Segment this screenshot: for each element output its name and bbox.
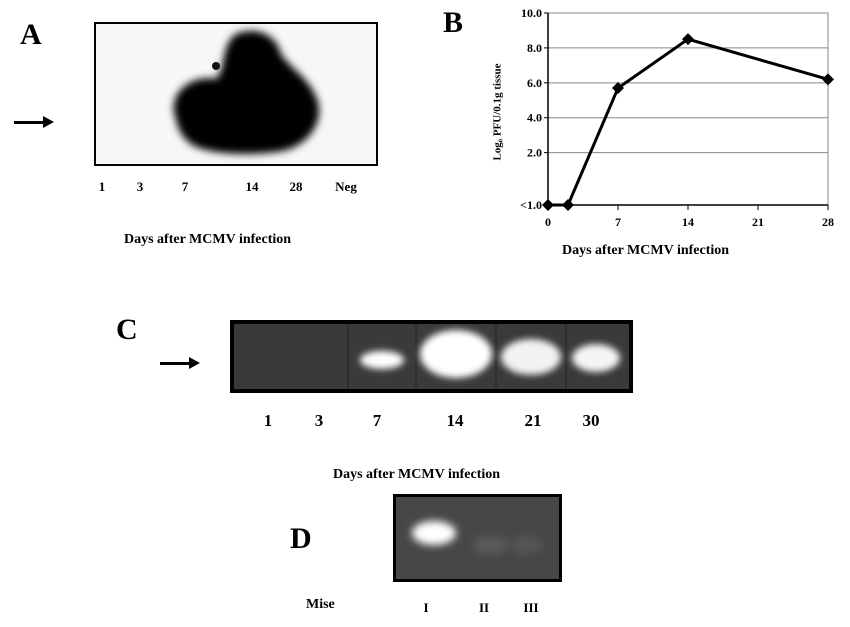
- panel-b-letter: B: [443, 6, 464, 39]
- panel-c-letter: C: [116, 313, 138, 346]
- panel-d-row-label: Mise: [306, 597, 335, 612]
- panel-a-arrow: [14, 116, 54, 128]
- panel-a-lane-label: 28: [289, 179, 303, 194]
- panel-d-gel-image: [393, 494, 562, 582]
- y-tick-label: 2.0: [527, 146, 542, 160]
- panel-c-x-axis-label: Days after MCMV infection: [333, 467, 501, 482]
- panel-a-blot-image: [94, 22, 378, 166]
- x-tick-label: 14: [682, 215, 694, 229]
- data-point-marker: [822, 73, 834, 86]
- y-tick-label: 6.0: [527, 76, 542, 90]
- data-point-marker: [612, 82, 624, 95]
- panel-a-letter: A: [20, 18, 42, 51]
- x-tick-label: 7: [615, 215, 621, 229]
- panel-c-lane-label: 21: [524, 411, 542, 430]
- panel-a-lane-label: 3: [136, 179, 144, 194]
- data-point-marker: [682, 33, 694, 46]
- panel-a-lane-label: 1: [98, 179, 106, 194]
- panel-a-lane-label: 7: [181, 179, 189, 194]
- panel-a-x-axis-label: Days after MCMV infection: [124, 232, 292, 247]
- panel-c-lane-label: 7: [372, 411, 382, 430]
- panel-a-lane-label: 14: [245, 179, 259, 194]
- panel-a-lane-label: Neg: [335, 179, 357, 194]
- y-tick-label: 10.0: [521, 6, 542, 20]
- x-tick-label: 0: [545, 215, 551, 229]
- panel-d-lane-label: I: [423, 600, 429, 615]
- panel-b-line-chart: <1.0 2.0 4.0 6.0 8.0 10.0 0 7 14 21 28: [520, 6, 834, 229]
- panel-c-lane-label: 14: [446, 411, 464, 430]
- data-point-marker: [542, 199, 554, 211]
- panel-c-arrow: [160, 357, 200, 369]
- gel-bands-graphic: [396, 497, 559, 579]
- data-point-marker: [562, 199, 574, 211]
- y-tick-label: 4.0: [527, 111, 542, 125]
- panel-b-y-axis-label: Log₀ PFU/0.1g tissue: [491, 63, 504, 161]
- panel-c-lane-label: 30: [582, 411, 600, 430]
- panel-d-lane-label: III: [523, 600, 539, 615]
- gel-bands-graphic: [234, 324, 629, 389]
- panel-c-lane-label: 1: [263, 411, 273, 430]
- panel-c-lane-label: 3: [314, 411, 324, 430]
- blot-signal-graphic: [173, 30, 320, 154]
- y-tick-label: 8.0: [527, 41, 542, 55]
- y-tick-label: <1.0: [520, 198, 542, 212]
- x-tick-label: 28: [822, 215, 834, 229]
- x-tick-label: 21: [752, 215, 764, 229]
- series-line: [548, 37, 829, 207]
- panel-b-x-axis-label: Days after MCMV infection: [562, 243, 730, 258]
- panel-d-letter: D: [290, 522, 312, 555]
- panel-c-gel-image: [230, 320, 633, 393]
- panel-d-lane-label: II: [478, 600, 490, 615]
